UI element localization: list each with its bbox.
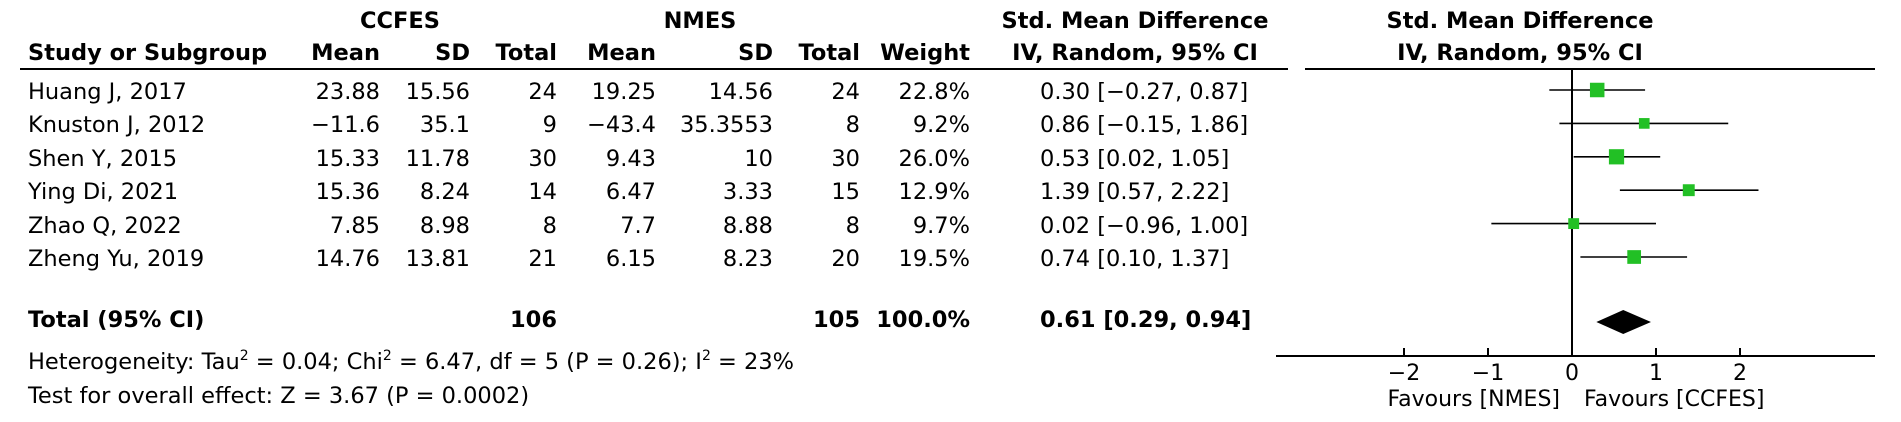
cell-mean1: 23.88	[315, 79, 380, 105]
study-square	[1589, 82, 1605, 98]
cell-sd2: 14.56	[708, 79, 773, 105]
cell-mean2: −43.4	[587, 112, 656, 139]
x-tick-label: 1	[1649, 361, 1663, 386]
total-group1: 106	[510, 307, 557, 333]
x-tick-label: 2	[1733, 361, 1747, 386]
total-label: Total (95% CI)	[28, 307, 205, 333]
total-weight: 100.0%	[876, 307, 970, 333]
cell-sd2: 8.23	[722, 246, 773, 272]
total-group2: 105	[813, 307, 860, 333]
cell-sd2: 10	[744, 145, 773, 172]
study-square	[1568, 218, 1580, 230]
x-tick-label: 0	[1565, 361, 1579, 386]
sd1-col-header: SD	[435, 40, 470, 66]
overall-diamond	[1596, 310, 1651, 334]
forest-plot: −2 −1 0 1 2 Favours [NMES] Favours [CCFES]	[1276, 70, 1875, 412]
cell-mean1: −11.6	[311, 112, 380, 139]
cell-weight: 12.9%	[898, 179, 970, 206]
cell-study: Knuston J, 2012	[28, 112, 206, 139]
cell-ci: 0.30 [−0.27, 0.87]	[1040, 79, 1249, 105]
plot-subtitle: IV, Random, 95% CI	[1397, 40, 1643, 66]
total2-col-header: Total	[798, 40, 860, 66]
cell-mean2: 6.15	[605, 246, 656, 272]
cell-study: Huang J, 2017	[28, 79, 187, 105]
cell-sd1: 11.78	[405, 145, 470, 172]
weight-col-header: Weight	[880, 40, 970, 66]
cell-total2: 15	[831, 179, 860, 206]
cell-mean2: 6.47	[605, 179, 656, 206]
group1-header: CCFES	[360, 8, 440, 34]
cell-sd1: 8.98	[419, 212, 470, 239]
cell-sd2: 8.88	[722, 212, 773, 239]
total-ci: 0.61 [0.29, 0.94]	[1040, 307, 1252, 333]
cell-mean1: 15.36	[315, 179, 380, 206]
effect-header: Std. Mean Difference	[1001, 8, 1269, 34]
cell-total2: 20	[831, 246, 860, 272]
cell-total1: 14	[528, 179, 557, 206]
study-square	[1682, 184, 1695, 197]
cell-total2: 24	[831, 79, 860, 105]
cell-study: Shen Y, 2015	[28, 145, 178, 172]
heterogeneity-text: Heterogeneity: Tau2 = 0.04; Chi2 = 6.47,…	[28, 348, 795, 375]
cell-sd1: 35.1	[419, 112, 470, 139]
cell-ci: 0.74 [0.10, 1.37]	[1040, 246, 1230, 272]
cell-mean1: 15.33	[315, 145, 380, 172]
cell-weight: 9.2%	[912, 112, 970, 139]
x-tick-label: −1	[1472, 361, 1504, 386]
cell-total1: 30	[528, 145, 557, 172]
cell-weight: 26.0%	[898, 145, 970, 172]
x-tick-label: −2	[1388, 361, 1420, 386]
cell-mean2: 9.43	[605, 145, 656, 172]
cell-mean2: 19.25	[591, 79, 656, 105]
cell-ci: 0.53 [0.02, 1.05]	[1040, 145, 1230, 172]
cell-total2: 8	[845, 112, 860, 139]
cell-study: Zheng Yu, 2019	[28, 246, 205, 272]
cell-weight: 9.7%	[912, 212, 970, 239]
study-square	[1627, 250, 1642, 264]
study-square	[1638, 118, 1650, 129]
cell-sd1: 13.81	[405, 246, 470, 272]
header-underline	[20, 68, 1288, 70]
cell-mean2: 7.7	[620, 212, 656, 239]
mean1-col-header: Mean	[311, 40, 380, 66]
group2-header: NMES	[663, 8, 737, 34]
plot-title: Std. Mean Difference	[1386, 8, 1654, 34]
cell-total2: 8	[845, 212, 860, 239]
study-square	[1608, 149, 1625, 165]
cell-sd2: 35.3553	[679, 112, 773, 139]
favours-right-label: Favours [CCFES]	[1584, 387, 1764, 412]
overall-effect-text: Test for overall effect: Z = 3.67 (P = 0…	[28, 383, 530, 409]
mean2-col-header: Mean	[587, 40, 656, 66]
cell-ci: 0.02 [−0.96, 1.00]	[1040, 212, 1249, 239]
cell-weight: 19.5%	[898, 246, 970, 272]
favours-left-label: Favours [NMES]	[1387, 387, 1560, 412]
cell-mean1: 14.76	[315, 246, 380, 272]
cell-sd1: 15.56	[405, 79, 470, 105]
cell-mean1: 7.85	[329, 212, 380, 239]
cell-sd2: 3.33	[722, 179, 773, 206]
cell-ci: 1.39 [0.57, 2.22]	[1040, 179, 1230, 206]
cell-total1: 24	[528, 79, 557, 105]
cell-total1: 21	[528, 246, 557, 272]
cell-sd1: 8.24	[419, 179, 470, 206]
cell-total1: 8	[542, 212, 557, 239]
cell-total1: 9	[542, 112, 557, 139]
cell-weight: 22.8%	[898, 79, 970, 105]
cell-study: Ying Di, 2021	[28, 179, 179, 206]
cell-study: Zhao Q, 2022	[28, 212, 182, 239]
plot-header-underline	[1305, 68, 1875, 70]
total1-col-header: Total	[495, 40, 557, 66]
cell-total2: 30	[831, 145, 860, 172]
cell-ci: 0.86 [−0.15, 1.86]	[1040, 112, 1249, 139]
study-col-header: Study or Subgroup	[28, 40, 268, 66]
sd2-col-header: SD	[738, 40, 773, 66]
ci-col-header: IV, Random, 95% CI	[1012, 40, 1258, 66]
